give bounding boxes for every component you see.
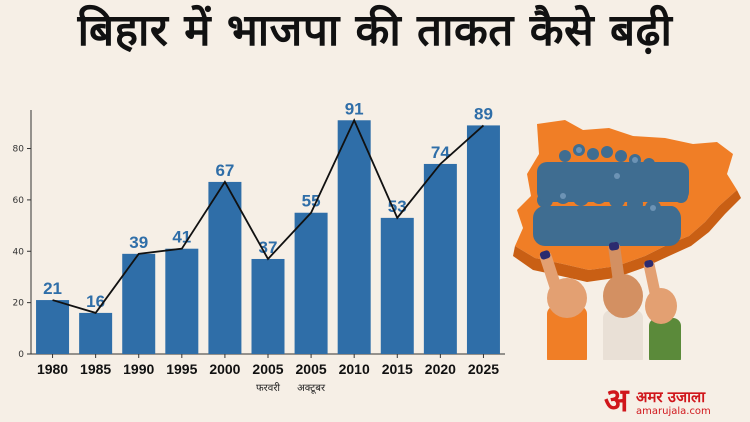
data-label: 21 xyxy=(43,279,62,298)
bar-1985-1 xyxy=(79,312,113,354)
bar-2005-5 xyxy=(251,258,285,354)
x-tick-label: 2000 xyxy=(209,361,240,377)
bar-2020-9 xyxy=(423,163,457,354)
bar-2005-6 xyxy=(294,212,328,354)
x-tick-label: 1980 xyxy=(37,361,68,377)
x-tick-label: 1985 xyxy=(80,361,111,377)
brand-logo: अ अमर उजाला amarujala.com xyxy=(604,384,746,420)
bar-1990-2 xyxy=(122,253,156,354)
x-tick-sublabel: अक्टूबर xyxy=(297,383,326,394)
x-tick-label: 2015 xyxy=(382,361,413,377)
x-tick-label: 2005 xyxy=(296,361,327,377)
crowd-highlights xyxy=(560,147,656,211)
x-tick-label: 1995 xyxy=(166,361,197,377)
data-label: 89 xyxy=(474,104,493,123)
bar-1995-3 xyxy=(165,248,199,354)
bar-2010-7 xyxy=(337,120,371,354)
y-tick-label: 60 xyxy=(13,196,25,206)
bar-2015-8 xyxy=(380,217,414,354)
data-label: 16 xyxy=(86,292,105,311)
trend-line xyxy=(52,118,485,314)
bar-2025-10 xyxy=(466,125,500,355)
bar-1980-0 xyxy=(36,300,70,354)
brand-url: amarujala.com xyxy=(636,406,711,417)
brand-mark: अ xyxy=(604,381,629,419)
x-tick-label: 2025 xyxy=(468,361,499,377)
y-tick-label: 80 xyxy=(13,145,25,155)
voting-hand-green xyxy=(643,259,681,360)
y-tick-label: 0 xyxy=(18,350,24,360)
bar-2000-4 xyxy=(208,181,242,354)
crowd xyxy=(533,144,689,246)
data-label: 55 xyxy=(302,192,321,211)
voting-hand-orange xyxy=(539,250,587,360)
data-label: 74 xyxy=(431,143,450,162)
voting-hand-white xyxy=(603,241,643,360)
chart-title: बिहार में भाजपा की ताकत कैसे बढ़ी xyxy=(77,5,673,56)
x-tick-label: 2005 xyxy=(252,361,283,377)
brand-name: अमर उजाला xyxy=(636,388,706,406)
bar-chart: 0204060802119801619853919904119956720003… xyxy=(13,99,505,394)
data-label: 67 xyxy=(215,161,234,180)
data-label: 91 xyxy=(345,99,364,118)
data-label: 53 xyxy=(388,197,407,216)
x-tick-sublabel: फरवरी xyxy=(256,382,280,394)
bihar-map-crowd-voting-hands-icon xyxy=(513,120,741,360)
x-tick-label: 1990 xyxy=(123,361,154,377)
x-tick-label: 2010 xyxy=(339,361,370,377)
data-label: 39 xyxy=(129,233,148,252)
x-tick-label: 2020 xyxy=(425,361,456,377)
y-tick-label: 20 xyxy=(13,299,25,309)
map-shadow xyxy=(513,190,741,282)
y-tick-label: 40 xyxy=(13,247,25,257)
